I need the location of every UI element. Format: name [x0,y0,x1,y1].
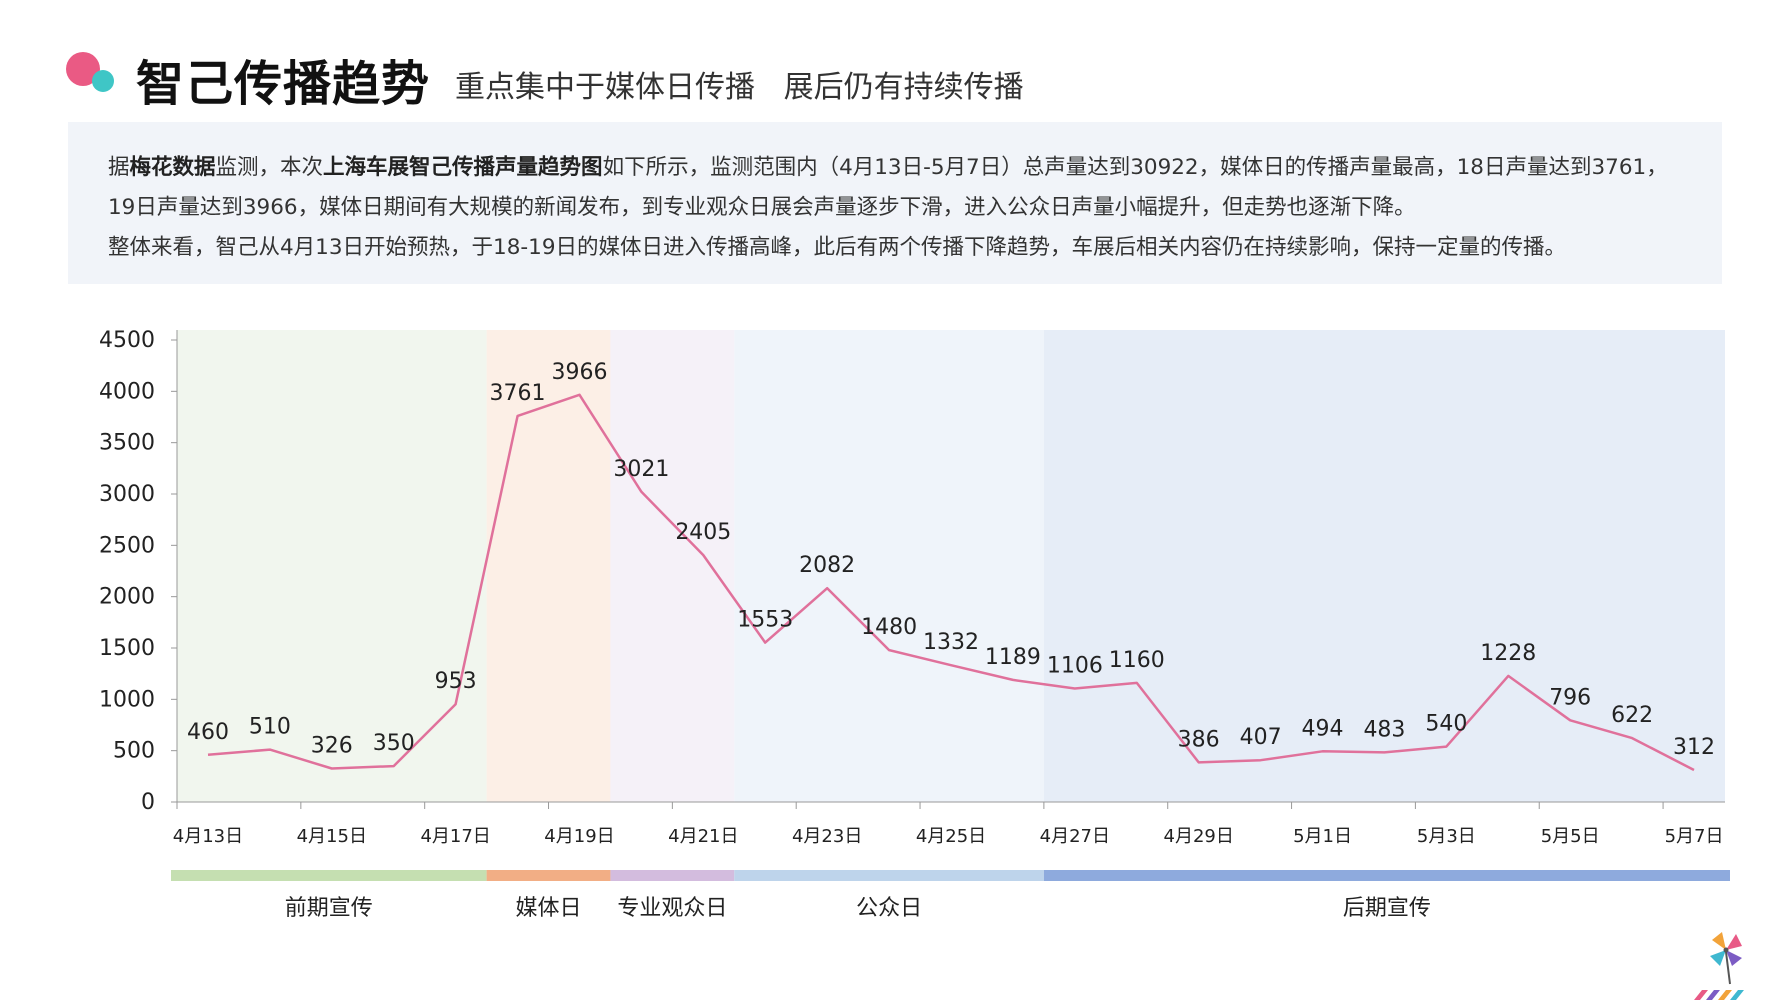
summary-line-2: 19日声量达到3966，媒体日期间有大规模的新闻发布，到专业观众日展会声量逐步下… [108,195,1416,220]
x-tick-label: 5月1日 [1293,826,1352,847]
phase-label-2: 专业观众日 [617,896,727,921]
data-label: 460 [187,720,229,745]
summary-line-1-mid: 监测，本次 [215,155,324,180]
data-label: 494 [1302,716,1344,741]
summary-line-1-post: 如下所示，监测范围内（4月13日-5月7日）总声量达到30922，媒体日的传播声… [602,155,1668,180]
data-label: 622 [1611,703,1653,728]
data-label: 540 [1425,712,1467,737]
y-tick-label: 2500 [99,533,155,558]
summary-line-3: 整体来看，智己从4月13日开始预热，于18-19日的媒体日进入传播高峰，此后有两… [108,235,1567,260]
x-tick-label: 4月21日 [668,826,738,847]
summary-line-1-bold-source: 梅花数据 [129,155,216,180]
x-tick-label: 4月19日 [544,826,614,847]
page-subtitle: 重点集中于媒体日传播 展后仍有持续传播 [455,70,1024,105]
summary-box: 据梅花数据监测，本次上海车展智己传播声量趋势图如下所示，监测范围内（4月13日-… [68,122,1722,284]
y-tick-label: 2000 [99,585,155,610]
page-title: 智己传播趋势 [136,56,431,112]
phase-bar-3 [734,870,1044,881]
summary-line-1-bold-chart: 上海车展智己传播声量趋势图 [323,155,603,180]
summary-line-1: 据梅花数据监测，本次上海车展智己传播声量趋势图如下所示，监测范围内（4月13日-… [108,150,1668,181]
phase-label-4: 后期宣传 [1343,896,1431,921]
data-label: 350 [373,731,415,756]
data-label: 1332 [923,630,979,655]
data-label: 483 [1363,717,1405,742]
data-label: 407 [1240,725,1282,750]
phase-background-3 [734,330,1044,802]
y-tick-label: 3000 [99,482,155,507]
x-tick-label: 4月29日 [1164,826,1234,847]
x-tick-label: 5月3日 [1417,826,1476,847]
x-tick-label: 4月15日 [297,826,367,847]
phase-bar-1 [486,870,611,881]
data-label: 326 [311,734,353,759]
phase-background-4 [1043,330,1725,802]
data-label: 953 [435,669,477,694]
data-label: 3021 [613,457,669,482]
x-tick-label: 4月17日 [420,826,490,847]
y-tick-label: 3500 [99,431,155,456]
phase-bar-0 [171,870,487,881]
data-label: 510 [249,715,291,740]
x-tick-label: 5月5日 [1541,826,1600,847]
data-label: 3966 [551,360,607,385]
header-logo-dots [66,50,122,98]
data-label: 2082 [799,553,855,578]
x-tick-label: 4月27日 [1040,826,1110,847]
data-label: 1480 [861,615,917,640]
phase-background-2 [610,330,735,802]
data-label: 796 [1549,685,1591,710]
x-tick-label: 4月25日 [916,826,986,847]
data-label: 1189 [985,645,1041,670]
phase-label-0: 前期宣传 [285,896,373,921]
data-label: 1106 [1047,653,1103,678]
x-tick-label: 4月23日 [792,826,862,847]
y-tick-label: 1000 [99,687,155,712]
phase-bar-2 [610,870,735,881]
y-tick-label: 4000 [99,379,155,404]
phase-label-3: 公众日 [856,896,922,921]
pinwheel-logo-icon [1694,932,1744,1000]
x-tick-label: 5月7日 [1665,826,1724,847]
y-tick-label: 4500 [99,328,155,353]
summary-line-1-pre: 据 [108,155,130,180]
phase-label-1: 媒体日 [516,896,582,921]
y-tick-label: 1500 [99,636,155,661]
y-tick-label: 0 [141,790,155,815]
data-label: 3761 [490,381,546,406]
data-label: 312 [1673,735,1715,760]
data-label: 1228 [1480,641,1536,666]
data-label: 1553 [737,608,793,633]
data-label: 1160 [1109,648,1165,673]
series-line [207,393,1695,772]
y-tick-label: 500 [113,739,155,764]
trend-chart: 0 500 1000 1500 2000 2500 3000 3500 4000 4500 4月13… [99,328,1730,921]
data-label: 2405 [675,520,731,545]
teal-dot-icon [92,70,114,92]
x-tick-label: 4月13日 [173,826,243,847]
phase-bar-4 [1043,870,1730,881]
data-label: 386 [1178,727,1220,752]
